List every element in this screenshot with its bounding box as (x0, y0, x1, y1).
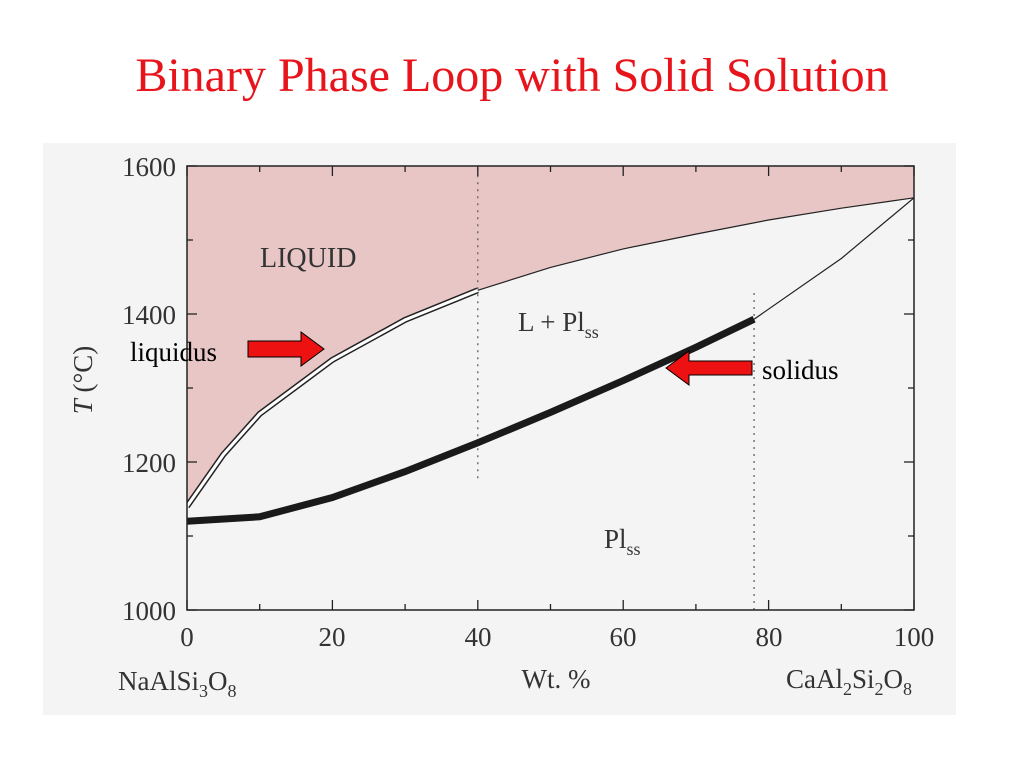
x-tick-label: 0 (180, 622, 194, 652)
x-tick-label: 20 (319, 622, 346, 652)
x-tick-label: 60 (610, 622, 637, 652)
x-axis-ticks (186, 166, 915, 610)
solidus-curve (187, 316, 756, 525)
y-tick-label: 1200 (122, 448, 176, 478)
right-endmember-formula: CaAl2Si2O8 (786, 664, 912, 699)
y-tick-label: 1600 (122, 152, 176, 182)
x-axis-label: Wt. % (522, 664, 591, 694)
x-tick-label: 80 (756, 622, 783, 652)
left-endmember-formula: NaAlSi3O8 (118, 666, 237, 701)
solidus-curve-continuation (753, 197, 914, 320)
region-label-solid: Plss (604, 524, 641, 559)
y-tick-label: 1400 (122, 300, 176, 330)
liquidus-curve-continuation (477, 197, 914, 291)
solidus-callout-label: solidus (762, 355, 839, 385)
liquidus-arrow-icon (247, 331, 325, 367)
x-tick-label: 100 (894, 622, 935, 652)
y-axis-ticks (187, 165, 914, 611)
y-axis-label: T (°C) (68, 346, 98, 415)
liquid-region (187, 166, 914, 507)
region-label-liquid: LIQUID (260, 243, 356, 274)
liquidus-curve (187, 288, 479, 508)
liquidus-callout-label: liquidus (130, 337, 217, 367)
region-label-two-phase: L + Plss (518, 307, 599, 342)
slide-title: Binary Phase Loop with Solid Solution (135, 49, 889, 102)
x-tick-label: 40 (465, 622, 492, 652)
solidus-arrow-icon (665, 350, 753, 386)
y-tick-label: 1000 (122, 596, 176, 626)
